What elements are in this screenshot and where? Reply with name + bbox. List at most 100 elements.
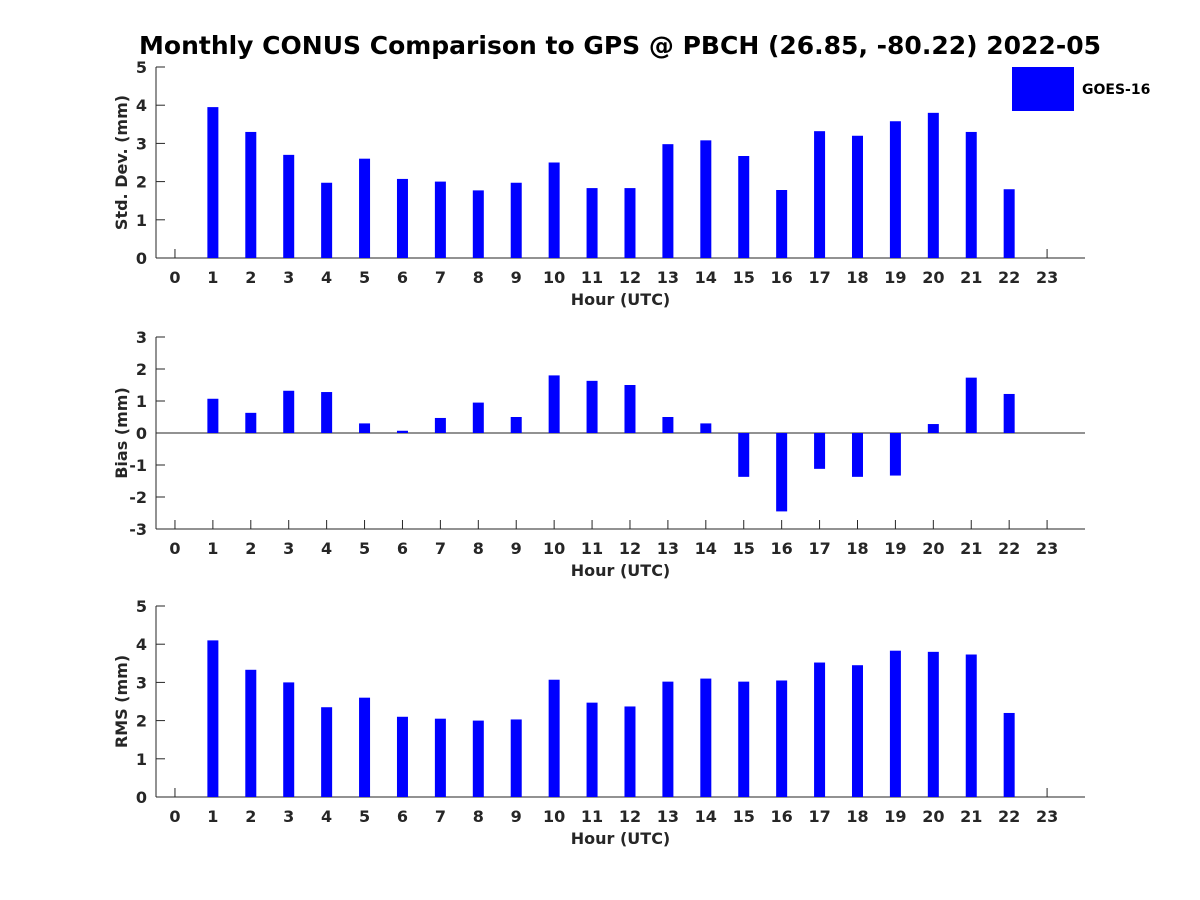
bar	[396, 178, 408, 258]
x-tick-label: 4	[321, 807, 332, 826]
bar	[927, 651, 939, 797]
x-tick-label: 9	[511, 268, 522, 287]
bar	[510, 719, 522, 797]
x-tick-label: 7	[435, 539, 446, 558]
x-tick-label: 15	[733, 268, 755, 287]
x-tick-label: 17	[808, 807, 830, 826]
y-tick-label: -1	[129, 456, 147, 475]
x-tick-label: 19	[884, 539, 906, 558]
bar	[965, 654, 977, 797]
x-tick-label: 13	[657, 539, 679, 558]
bar	[889, 121, 901, 258]
x-tick-label: 9	[511, 539, 522, 558]
y-tick-label: 0	[136, 249, 147, 268]
x-tick-label: 22	[998, 268, 1020, 287]
y-axis-label: RMS (mm)	[112, 655, 131, 748]
x-tick-label: 4	[321, 268, 332, 287]
bar	[245, 669, 257, 797]
x-tick-label: 7	[435, 807, 446, 826]
bar	[814, 433, 826, 469]
x-tick-label: 11	[581, 807, 603, 826]
bar	[434, 718, 446, 797]
y-tick-label: 1	[136, 211, 147, 230]
y-tick-label: 1	[136, 750, 147, 769]
x-tick-label: 6	[397, 807, 408, 826]
x-tick-label: 1	[207, 268, 218, 287]
y-tick-label: 4	[136, 96, 147, 115]
x-tick-label: 20	[922, 539, 944, 558]
bar	[851, 433, 863, 477]
x-tick-label: 21	[960, 807, 982, 826]
x-tick-label: 6	[397, 268, 408, 287]
bar	[359, 158, 371, 258]
bar	[510, 417, 522, 433]
x-tick-label: 12	[619, 268, 641, 287]
bar	[586, 702, 598, 797]
x-tick-label: 12	[619, 807, 641, 826]
bar	[814, 131, 826, 258]
legend-label: GOES-16	[1082, 82, 1150, 98]
bar	[245, 412, 257, 433]
x-tick-label: 8	[473, 268, 484, 287]
bar	[851, 135, 863, 258]
x-tick-label: 3	[283, 807, 294, 826]
bar	[738, 156, 750, 258]
y-tick-label: 5	[136, 597, 147, 616]
x-tick-label: 14	[695, 539, 717, 558]
x-tick-label: 14	[695, 807, 717, 826]
x-tick-label: 0	[169, 807, 180, 826]
bar	[396, 430, 408, 433]
bar	[207, 398, 219, 433]
x-tick-label: 12	[619, 539, 641, 558]
x-tick-label: 2	[245, 539, 256, 558]
x-tick-label: 10	[543, 268, 565, 287]
bar	[927, 424, 939, 433]
bar	[548, 679, 560, 797]
x-tick-label: 10	[543, 807, 565, 826]
bar	[965, 131, 977, 258]
x-tick-label: 14	[695, 268, 717, 287]
x-tick-label: 2	[245, 268, 256, 287]
y-tick-label: -2	[129, 488, 147, 507]
x-tick-label: 21	[960, 268, 982, 287]
x-tick-label: 19	[884, 268, 906, 287]
x-tick-label: 2	[245, 807, 256, 826]
x-tick-label: 8	[473, 539, 484, 558]
bar	[207, 107, 219, 258]
bar	[700, 678, 712, 797]
x-tick-label: 9	[511, 807, 522, 826]
bar	[776, 190, 788, 258]
x-tick-label: 17	[808, 268, 830, 287]
x-tick-label: 7	[435, 268, 446, 287]
x-tick-label: 0	[169, 539, 180, 558]
bar	[510, 182, 522, 258]
x-tick-label: 4	[321, 539, 332, 558]
bar	[776, 433, 788, 512]
bar	[434, 181, 446, 258]
x-tick-label: 15	[733, 807, 755, 826]
bar	[359, 423, 371, 433]
x-tick-label: 16	[771, 807, 793, 826]
x-tick-label: 16	[771, 539, 793, 558]
bar	[321, 707, 333, 797]
x-tick-label: 22	[998, 807, 1020, 826]
bar	[472, 190, 484, 258]
x-tick-label: 21	[960, 539, 982, 558]
bar	[283, 154, 295, 258]
x-tick-label: 8	[473, 807, 484, 826]
bar	[624, 385, 636, 433]
bar	[889, 650, 901, 797]
bar	[434, 417, 446, 433]
y-tick-label: 2	[136, 173, 147, 192]
bar	[738, 681, 750, 797]
bar	[965, 377, 977, 433]
x-tick-label: 22	[998, 539, 1020, 558]
y-tick-label: 3	[136, 328, 147, 347]
y-axis-label: Bias (mm)	[112, 387, 131, 479]
x-tick-label: 20	[922, 807, 944, 826]
x-tick-label: 17	[808, 539, 830, 558]
bar	[321, 182, 333, 258]
